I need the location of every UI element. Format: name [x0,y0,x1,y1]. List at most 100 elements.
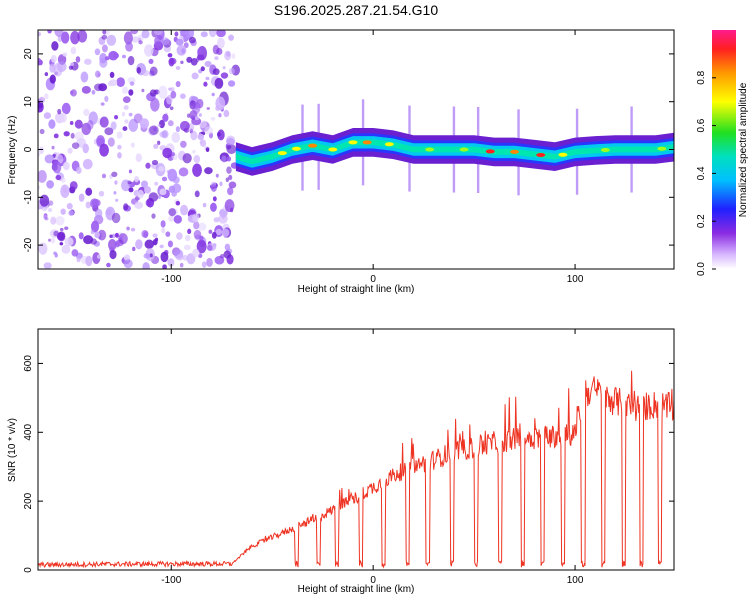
noise-blob [38,32,41,37]
noise-blob [140,180,149,189]
noise-blob [167,240,174,248]
x-tick-label: -100 [161,575,181,586]
noise-blob [75,56,81,63]
noise-blob [151,159,159,166]
noise-blob [122,126,128,131]
y-tick-label: 400 [23,424,34,441]
noise-blob [166,95,173,105]
noise-blob [153,143,159,149]
trace-peak [600,147,610,152]
noise-blob [96,254,101,259]
noise-blob [175,38,184,46]
y-tick-label: -10 [23,190,34,205]
spectrogram-y-axis: -20 -10 0 10 20 [23,48,674,252]
noise-blob [215,173,219,178]
noise-blob [109,71,115,79]
noise-blob [94,83,104,92]
trace-peak [384,142,394,147]
noise-blob [220,72,229,79]
noise-blob [162,147,173,159]
noise-blob [48,200,54,206]
noise-blob [228,34,235,41]
noise-blob [123,259,133,269]
noise-blob [111,171,118,178]
snr-y-label: SNR (10 * v/v) [7,418,18,482]
noise-blob [168,215,176,222]
noise-blob [53,62,63,77]
y-tick-label: 0 [23,567,34,573]
noise-blob [160,251,169,263]
noise-blob [39,194,50,207]
noise-blob [175,253,184,261]
noise-blob [123,105,129,110]
noise-blob [218,113,222,118]
colorbar-gradient [712,30,736,269]
noise-blob [144,239,154,249]
noise-blob [43,262,52,269]
noise-blob [43,112,52,120]
noise-blob [194,116,199,121]
noise-blob [221,214,225,219]
noise-blob [48,238,52,242]
noise-blob [224,50,232,61]
noise-blob [114,232,119,238]
noise-blob [203,81,208,87]
noise-blob [223,250,232,259]
noise-blob [179,120,190,132]
trace-peak [291,146,301,151]
noise-blob [70,90,74,95]
noise-blob [85,255,93,267]
noise-blob [151,213,156,219]
noise-blob [138,40,143,45]
noise-blob [183,244,191,251]
noise-blob [117,152,122,159]
noise-blob [204,167,213,175]
noise-blob [145,199,152,207]
noise-blob [142,262,150,269]
noise-blob [102,30,107,35]
noise-blob [210,202,217,212]
noise-blob [161,176,168,182]
noise-blob [121,111,126,117]
noise-blob [39,128,45,135]
noise-blob [55,175,62,181]
noise-blob [71,142,80,149]
noise-blob [211,92,215,97]
colorbar-tick-label: 0.6 [696,118,707,132]
noise-blob [159,188,167,196]
noise-blob [61,102,71,115]
noise-blob [171,191,177,197]
noise-blob [228,181,237,189]
chart-title: S196.2025.287.21.54.G10 [274,2,438,18]
noise-blob [179,262,184,268]
noise-blob [130,30,139,35]
trace-peak [328,147,338,152]
noise-blob [226,166,232,174]
colorbar-axis: 0.0 0.2 0.4 0.6 0.8 [696,70,716,276]
noise-blob [123,31,133,45]
noise-blob [186,253,196,265]
noise-blob [52,161,62,174]
noise-blob [176,232,183,240]
noise-blob [175,126,181,133]
noise-blob [212,196,217,202]
noise-blob [183,36,188,42]
noise-blob [81,85,91,94]
noise-blob [60,112,67,123]
noise-blob [190,130,198,141]
colorbar: 0.0 0.2 0.4 0.6 0.8 Normalized spectral ampl… [696,30,749,276]
noise-blob [210,184,217,192]
noise-blob [225,177,230,183]
noise-blob [70,132,75,139]
noise-blob [101,173,107,179]
noise-blob [226,156,232,162]
noise-blob [168,185,176,193]
noise-blob [114,180,118,185]
noise-blob [192,102,201,115]
noise-blob [175,80,181,88]
noise-blob [62,161,70,171]
noise-blob [44,72,49,77]
noise-blob [104,127,114,136]
noise-blob [149,66,158,76]
noise-blob [141,88,145,93]
